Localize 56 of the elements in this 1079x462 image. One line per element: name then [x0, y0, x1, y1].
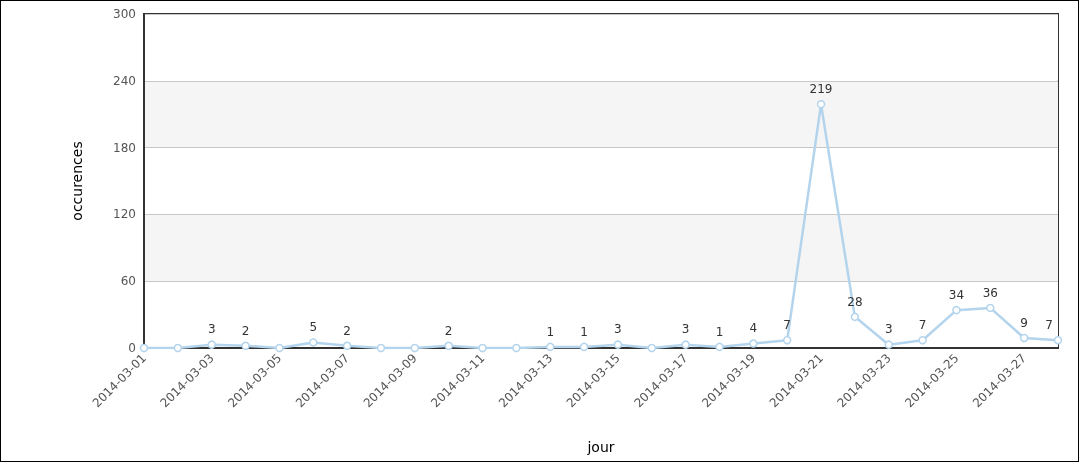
data-label: 7	[783, 317, 792, 332]
y-tick-label: 240	[113, 73, 136, 88]
data-label: 1	[580, 324, 588, 339]
data-label: 2	[241, 323, 250, 338]
point	[410, 343, 420, 353]
point	[918, 335, 927, 345]
point	[207, 340, 216, 349]
point	[173, 343, 183, 353]
data-label: 9	[1020, 315, 1028, 330]
data-label: 1	[546, 324, 555, 339]
data-label: 4	[749, 321, 758, 336]
data-label: 36	[982, 285, 998, 300]
point	[1053, 335, 1063, 345]
point	[545, 342, 555, 352]
y-tick-label: 180	[113, 140, 136, 155]
data-label: 2	[343, 323, 351, 338]
data-label: 3	[614, 322, 622, 337]
point	[986, 303, 995, 313]
point	[139, 343, 149, 353]
point	[444, 341, 453, 351]
point	[952, 305, 961, 315]
data-label: 2	[444, 323, 453, 338]
y-tick-label: 60	[120, 274, 136, 289]
point	[342, 341, 352, 351]
point	[579, 342, 589, 352]
y-axis-title: occurences	[69, 141, 85, 221]
y-tick-label: 0	[128, 341, 136, 355]
y-tick-label: 120	[113, 207, 136, 222]
point	[275, 343, 284, 353]
point	[309, 338, 318, 347]
point	[647, 343, 657, 353]
y-tick-label: 300	[113, 7, 136, 21]
point	[613, 340, 623, 349]
data-label: 5	[309, 320, 318, 335]
data-label: 1	[715, 324, 724, 339]
point	[884, 340, 893, 349]
data-label: 3	[207, 322, 216, 337]
data-label: 7	[1045, 317, 1053, 332]
data-label: 28	[847, 294, 863, 309]
point	[816, 99, 826, 109]
x-axis-title: jour	[586, 439, 615, 455]
point	[715, 342, 724, 352]
point	[681, 340, 690, 349]
point	[749, 339, 758, 348]
point	[376, 343, 386, 353]
data-label: 7	[918, 317, 927, 332]
data-label: 3	[681, 322, 690, 337]
point	[782, 335, 792, 345]
point	[512, 343, 521, 353]
point	[1019, 333, 1029, 343]
point	[850, 312, 860, 322]
data-label: 3	[884, 322, 893, 337]
point	[478, 343, 487, 353]
data-label: 34	[948, 287, 965, 302]
data-label: 219	[809, 81, 833, 96]
point	[241, 341, 250, 351]
